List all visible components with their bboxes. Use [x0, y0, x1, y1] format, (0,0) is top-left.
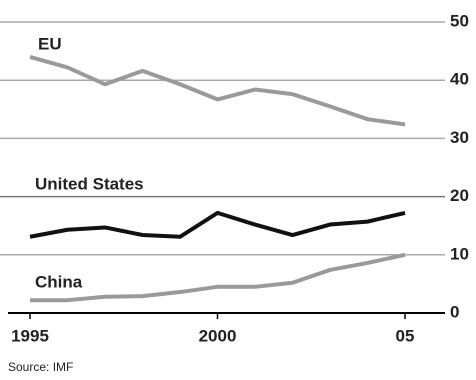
series-label: China — [35, 272, 83, 291]
series-line — [30, 252, 406, 303]
y-tick-label: 30 — [450, 128, 469, 147]
series-line — [29, 54, 406, 127]
series-label: United States — [35, 174, 144, 193]
y-tick-label: 50 — [450, 11, 469, 30]
x-tick-label: 1995 — [11, 326, 49, 345]
x-tick-label: 2000 — [199, 326, 237, 345]
series-line — [29, 210, 406, 239]
y-tick-label: 0 — [450, 302, 459, 321]
source: Source: IMF — [8, 360, 73, 374]
y-tick-label: 40 — [450, 70, 469, 89]
series-label: EU — [38, 34, 62, 53]
y-tick-label: 20 — [450, 186, 469, 205]
y-tick-label: 10 — [450, 244, 469, 263]
x-tick-label: 05 — [396, 326, 415, 345]
